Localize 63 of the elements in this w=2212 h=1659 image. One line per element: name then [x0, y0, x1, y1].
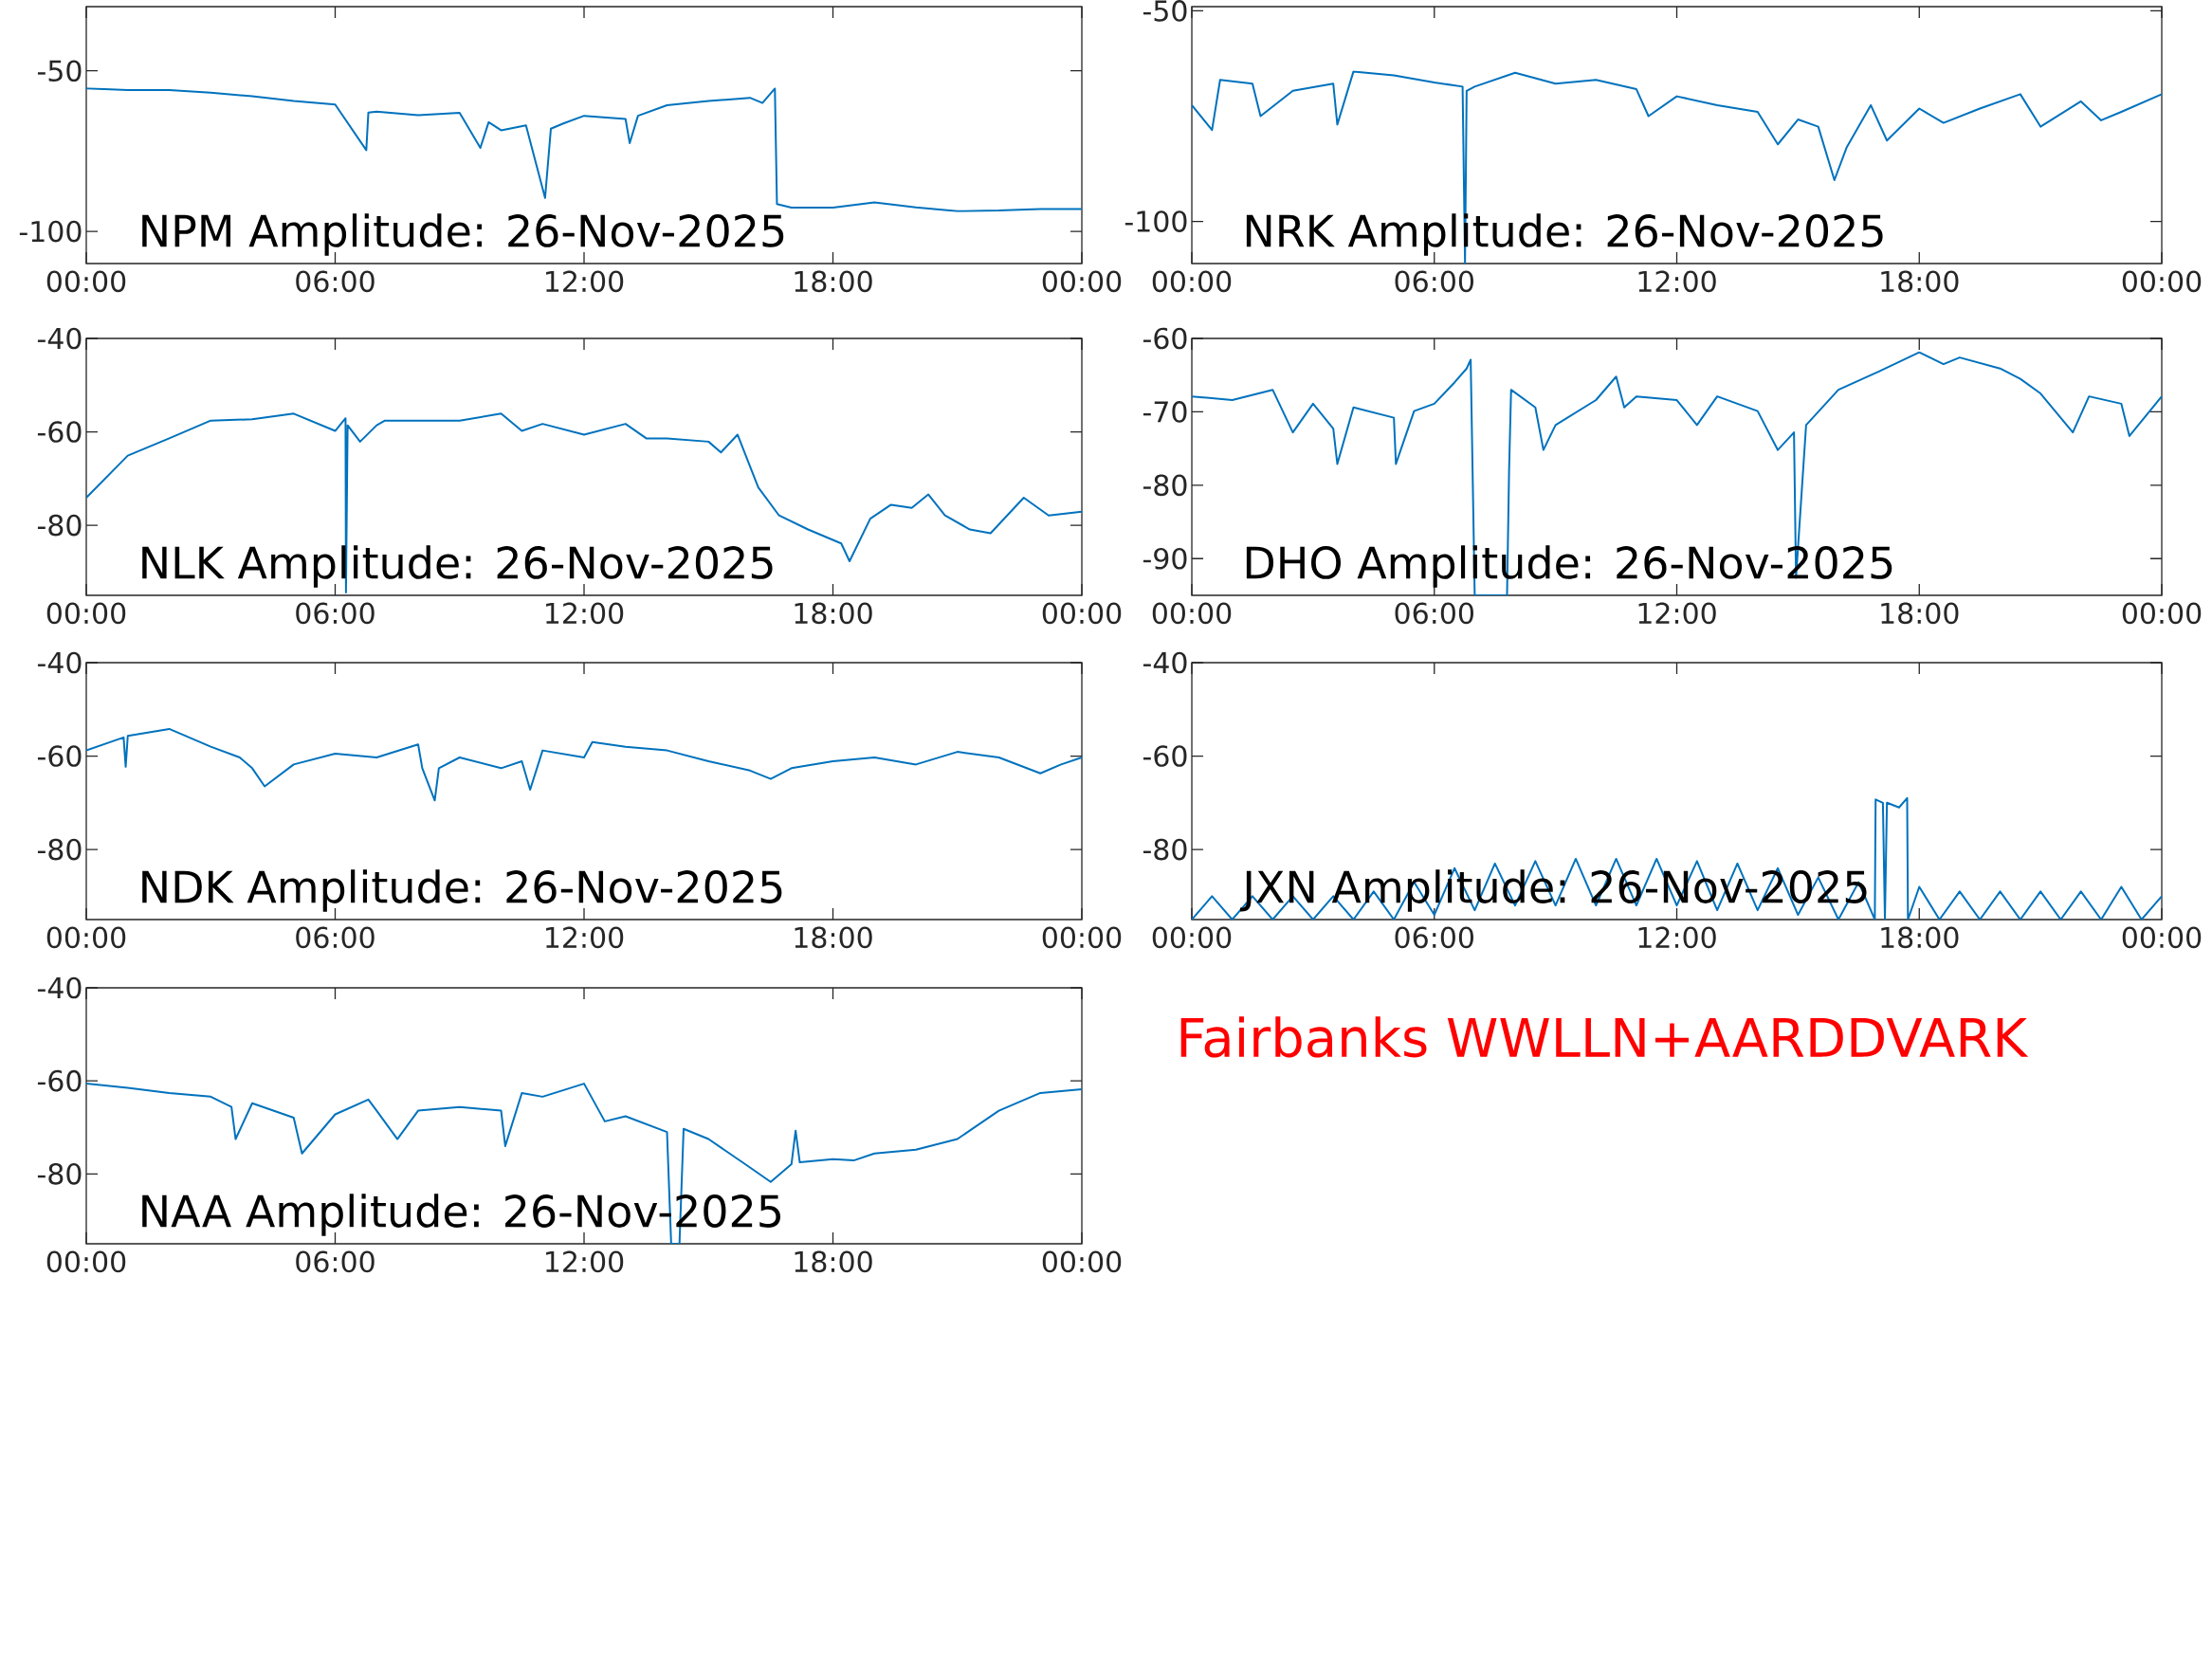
- x-tick-label: 12:00: [1638, 926, 1716, 949]
- x-tick-label: 00:00: [1042, 926, 1122, 949]
- y-tick-label: -80: [1143, 474, 1187, 497]
- x-tick-label: 06:00: [1395, 602, 1473, 625]
- x-tick-label: 00:00: [46, 1250, 126, 1273]
- x-tick-label: 06:00: [1395, 270, 1473, 293]
- x-tick-label: 12:00: [546, 1250, 624, 1273]
- line-series: [86, 1083, 1083, 1244]
- x-tick-label: 18:00: [795, 270, 872, 293]
- x-tick-label: 00:00: [1152, 270, 1232, 293]
- y-tick-label: -60: [37, 745, 82, 767]
- y-tick-label: -40: [37, 327, 82, 350]
- y-tick-label: -100: [19, 220, 82, 243]
- y-tick-label: -40: [37, 651, 82, 674]
- text: NPM Amplitude: 26-Nov-2025: [142, 213, 784, 256]
- line-series: [86, 87, 1083, 212]
- x-tick-label: 18:00: [1881, 602, 1959, 625]
- y-tick-label: -60: [37, 421, 82, 443]
- x-tick-label: 00:00: [46, 270, 126, 293]
- y-tick-label: -40: [1143, 651, 1187, 674]
- y-tick-label: -80: [1143, 838, 1187, 861]
- x-tick-label: 18:00: [795, 602, 872, 625]
- y-tick-label: -50: [1143, 0, 1187, 22]
- text: NDK Amplitude: 26-Nov-2025: [142, 869, 782, 912]
- line-series: [86, 727, 1083, 802]
- x-tick-label: 06:00: [296, 602, 375, 625]
- y-tick-label: -80: [37, 838, 82, 861]
- x-tick-label: 06:00: [1395, 926, 1473, 949]
- y-tick-label: -50: [37, 60, 82, 82]
- x-tick-label: 06:00: [296, 1250, 375, 1273]
- x-tick-label: 18:00: [795, 1250, 872, 1273]
- x-tick-label: 00:00: [2122, 926, 2202, 949]
- x-tick-label: 06:00: [296, 270, 375, 293]
- text: Fairbanks WWLLN+AARDDVARK: [1180, 1016, 2029, 1058]
- x-tick-label: 00:00: [1042, 270, 1122, 293]
- y-tick-label: -70: [1143, 401, 1187, 423]
- x-tick-label: 18:00: [1881, 926, 1959, 949]
- x-tick-label: 00:00: [1042, 1250, 1122, 1273]
- x-tick-label: 12:00: [546, 270, 624, 293]
- x-tick-label: 00:00: [2122, 270, 2202, 293]
- y-tick-label: -80: [37, 514, 82, 537]
- x-tick-label: 00:00: [1152, 602, 1232, 625]
- y-tick-label: -60: [1143, 745, 1187, 767]
- y-tick-label: -60: [37, 1069, 82, 1092]
- x-tick-label: 12:00: [546, 602, 624, 625]
- x-tick-label: 00:00: [46, 602, 126, 625]
- x-tick-label: 12:00: [546, 926, 624, 949]
- x-tick-label: 00:00: [46, 926, 126, 949]
- y-tick-label: -80: [37, 1163, 82, 1185]
- x-tick-label: 18:00: [795, 926, 872, 949]
- y-tick-label: -90: [1143, 547, 1187, 570]
- x-tick-label: 00:00: [1042, 602, 1122, 625]
- y-tick-label: -60: [1143, 327, 1187, 350]
- y-tick-label: -100: [1124, 210, 1187, 232]
- y-tick-label: -40: [37, 976, 82, 999]
- x-tick-label: 12:00: [1638, 270, 1716, 293]
- x-tick-label: 00:00: [2122, 602, 2202, 625]
- line-series: [1192, 70, 2163, 264]
- x-tick-label: 12:00: [1638, 602, 1716, 625]
- x-tick-label: 00:00: [1152, 926, 1232, 949]
- x-tick-label: 06:00: [296, 926, 375, 949]
- x-tick-label: 18:00: [1881, 270, 1959, 293]
- line-series: [1192, 351, 2163, 595]
